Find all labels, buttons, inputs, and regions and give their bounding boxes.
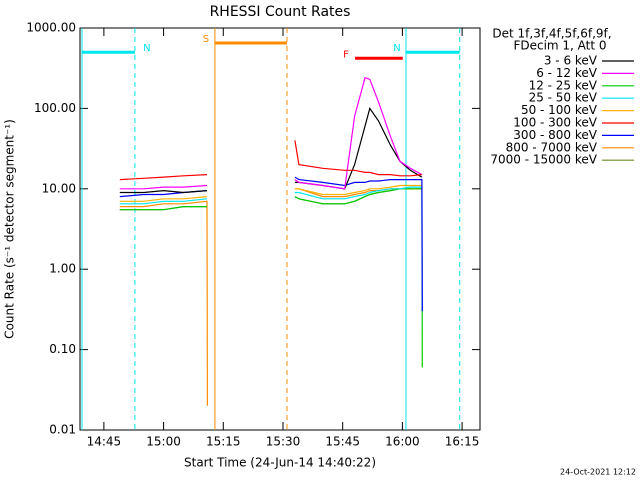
- interval-label: S: [203, 34, 209, 45]
- chart-title: RHESSI Count Rates: [210, 4, 351, 20]
- y-axis-label: Count Rate (s⁻¹ detector segment⁻¹): [3, 119, 17, 339]
- x-tick-label: 15:15: [206, 435, 241, 449]
- x-tick-label: 15:45: [325, 435, 360, 449]
- x-tick-label: 15:30: [266, 435, 301, 449]
- legend-header: Det 1f,3f,4f,5f,6f,9f,: [492, 27, 611, 41]
- legend-label: 800 - 7000 keV: [506, 140, 598, 154]
- legend-label: 3 - 6 keV: [544, 54, 598, 68]
- legend-label: 25 - 50 keV: [529, 91, 598, 105]
- series-line: [119, 184, 422, 202]
- legend-label: 100 - 300 keV: [513, 116, 597, 130]
- series-line: [119, 77, 423, 190]
- y-tick-label: 0.10: [49, 342, 76, 356]
- x-tick-label: 15:00: [146, 435, 181, 449]
- series-line: [119, 188, 422, 406]
- x-axis-label: Start Time (24-Jun-14 14:40:22): [184, 456, 376, 470]
- x-tick-label: 16:00: [385, 435, 420, 449]
- legend-header: FDecim 1, Att 0: [513, 39, 606, 53]
- footer: 24-Oct-2021 12:12: [560, 468, 636, 477]
- legend-label: 50 - 100 keV: [521, 103, 598, 117]
- legend-label: 6 - 12 keV: [536, 66, 598, 80]
- y-tick-label: 100.00: [34, 101, 76, 115]
- interval-label: N: [143, 43, 150, 54]
- legend-label: 300 - 800 keV: [513, 128, 597, 142]
- series-line: [119, 106, 423, 194]
- legend-label: 7000 - 15000 keV: [490, 153, 597, 167]
- legend-label: 12 - 25 keV: [529, 78, 598, 92]
- plot-frame: [79, 27, 481, 431]
- x-tick-label: 16:15: [445, 435, 480, 449]
- interval-label: F: [343, 49, 349, 60]
- y-tick-label: 1.00: [49, 262, 76, 276]
- y-tick-label: 1000.00: [26, 21, 76, 35]
- series-line: [119, 188, 423, 368]
- series-line: [119, 186, 422, 205]
- x-tick-label: 14:45: [87, 435, 122, 449]
- y-tick-label: 10.00: [42, 181, 76, 195]
- series-line: [119, 140, 422, 181]
- series-line: [119, 176, 423, 312]
- interval-label: N: [393, 43, 400, 54]
- y-tick-label: 0.01: [49, 423, 76, 437]
